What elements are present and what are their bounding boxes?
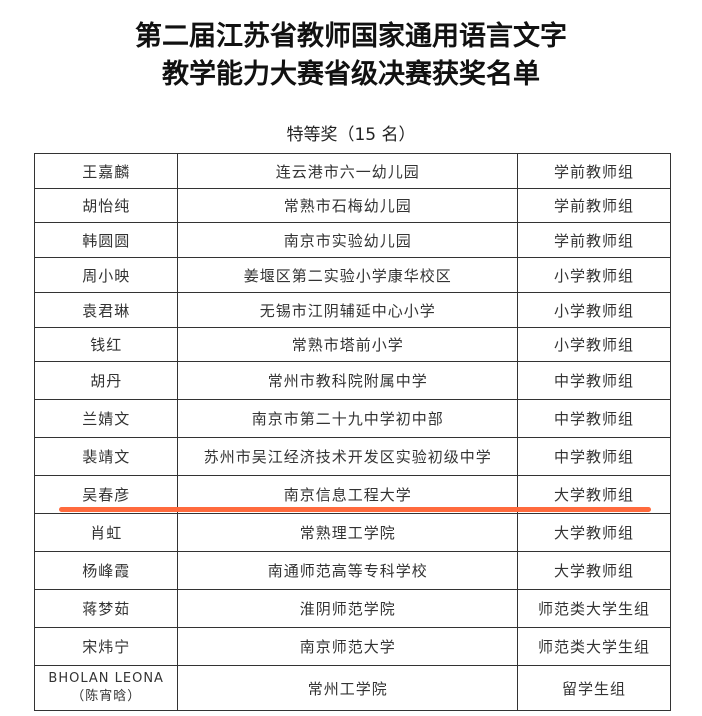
- name-latin: BHOLAN LEONA: [48, 671, 164, 686]
- name-chinese: （陈宵晗）: [71, 689, 142, 704]
- unit-cell: 姜堰区第二实验小学康华校区: [177, 257, 518, 293]
- section-title: 特等奖（15 名）: [286, 125, 416, 145]
- unit-cell: 无锡市江阴辅延中心小学: [177, 292, 518, 328]
- table-row: 钱红 常熟市塔前小学 小学教师组: [33, 327, 671, 362]
- table-row: 肖虹 常熟理工学院 大学教师组: [33, 513, 671, 552]
- table-row: 杨峰霞 南通师范高等专科学校 大学教师组: [33, 551, 671, 590]
- unit-cell: 常熟理工学院: [177, 513, 518, 552]
- table-row: 周小映 姜堰区第二实验小学康华校区 小学教师组: [33, 257, 671, 293]
- award-table: 王嘉麟 连云港市六一幼儿园 学前教师组 胡怡纯 常熟市石梅幼儿园 学前教师组 韩圆圆 南京市实…: [33, 153, 671, 711]
- table-row: 王嘉麟 连云港市六一幼儿园 学前教师组: [33, 153, 671, 189]
- name-cell: BHOLAN LEONA （陈宵晗）: [33, 665, 179, 711]
- name-cell: 王嘉麟: [33, 153, 179, 189]
- name-cell: 韩圆圆: [33, 222, 179, 258]
- table-row: 袁君琳 无锡市江阴辅延中心小学 小学教师组: [33, 292, 671, 328]
- name-cell: 胡丹: [33, 361, 179, 400]
- name-cell: 袁君琳: [33, 292, 179, 328]
- table-row: 胡怡纯 常熟市石梅幼儿园 学前教师组: [33, 188, 671, 223]
- unit-cell: 常熟市塔前小学: [177, 327, 518, 362]
- name-cell: 杨峰霞: [33, 551, 179, 590]
- name-cell: 兰婧文: [33, 399, 179, 438]
- table-row: 裴靖文 苏州市吴江经济技术开发区实验初级中学 中学教师组: [33, 437, 671, 476]
- group-cell: 小学教师组: [517, 292, 671, 328]
- unit-cell: 连云港市六一幼儿园: [177, 153, 518, 189]
- table-row: 宋炜宁 南京师范大学 师范类大学生组: [33, 627, 671, 666]
- unit-cell: 常熟市石梅幼儿园: [177, 188, 518, 223]
- group-cell: 小学教师组: [517, 257, 671, 293]
- name-cell: 宋炜宁: [33, 627, 179, 666]
- table-row: 兰婧文 南京市第二十九中学初中部 中学教师组: [33, 399, 671, 438]
- name-cell: 胡怡纯: [33, 188, 179, 223]
- group-cell: 中学教师组: [517, 399, 671, 438]
- table-row: 韩圆圆 南京市实验幼儿园 学前教师组: [33, 222, 671, 258]
- name-cell: 钱红: [33, 327, 179, 362]
- document-title-line-2: 教学能力大赛省级决赛获奖名单: [162, 59, 540, 90]
- unit-cell: 南京师范大学: [177, 627, 518, 666]
- unit-cell: 南通师范高等专科学校: [177, 551, 518, 590]
- name-cell: 裴靖文: [33, 437, 179, 476]
- group-cell: 大学教师组: [517, 513, 671, 552]
- group-cell: 中学教师组: [517, 361, 671, 400]
- group-cell: 学前教师组: [517, 222, 671, 258]
- group-cell: 师范类大学生组: [517, 589, 671, 628]
- name-cell: 肖虹: [33, 513, 179, 552]
- unit-cell: 南京市第二十九中学初中部: [177, 399, 518, 438]
- unit-cell: 常州市教科院附属中学: [177, 361, 518, 400]
- unit-cell: 南京市实验幼儿园: [177, 222, 518, 258]
- unit-cell: 苏州市吴江经济技术开发区实验初级中学: [177, 437, 518, 476]
- group-cell: 大学教师组: [517, 551, 671, 590]
- group-cell: 学前教师组: [517, 153, 671, 189]
- unit-cell: 淮阴师范学院: [177, 589, 518, 628]
- name-cell: 蒋梦茹: [33, 589, 179, 628]
- unit-cell: 常州工学院: [177, 665, 518, 711]
- group-cell: 中学教师组: [517, 437, 671, 476]
- group-cell: 留学生组: [517, 665, 671, 711]
- table-row: BHOLAN LEONA （陈宵晗） 常州工学院 留学生组: [33, 665, 671, 711]
- table-row: 蒋梦茹 淮阴师范学院 师范类大学生组: [33, 589, 671, 628]
- document-title-line-1: 第二届江苏省教师国家通用语言文字: [135, 21, 567, 52]
- table-row: 胡丹 常州市教科院附属中学 中学教师组: [33, 361, 671, 400]
- group-cell: 学前教师组: [517, 188, 671, 223]
- group-cell: 师范类大学生组: [517, 627, 671, 666]
- group-cell: 小学教师组: [517, 327, 671, 362]
- highlight-underline: [59, 507, 651, 512]
- name-cell: 周小映: [33, 257, 179, 293]
